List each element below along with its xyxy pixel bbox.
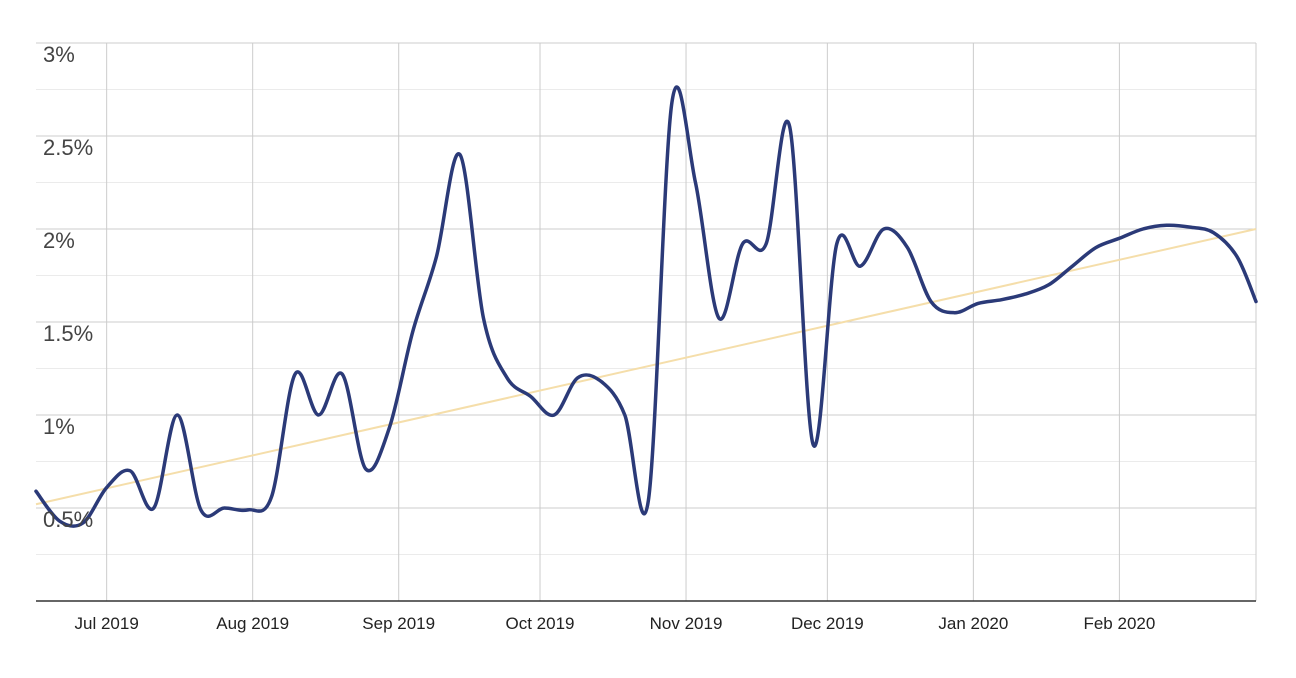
x-axis-tick-labels: Jul 2019 Aug 2019 Sep 2019 Oct 2019 Nov 2019…	[75, 614, 1156, 633]
trendline-layer	[35, 228, 1257, 506]
x-tick-label: Nov 2019	[650, 614, 723, 633]
x-tick-label: Oct 2019	[506, 614, 575, 633]
y-tick-label: 0.5%	[43, 507, 93, 532]
y-tick-label: 2.5%	[43, 135, 93, 160]
y-tick-label: 1.5%	[43, 321, 93, 346]
x-tick-label: Feb 2020	[1083, 614, 1155, 633]
grid-lines	[36, 42, 1257, 601]
x-tick-label: Jan 2020	[938, 614, 1008, 633]
series-line	[34, 85, 1258, 528]
x-tick-label: Aug 2019	[216, 614, 289, 633]
y-axis-tick-labels: 0.5% 1% 1.5% 2% 2.5% 3%	[43, 42, 93, 532]
x-tick-label: Sep 2019	[362, 614, 435, 633]
y-tick-label: 2%	[43, 228, 75, 253]
series-layer	[34, 85, 1258, 528]
x-tick-label: Dec 2019	[791, 614, 864, 633]
trendline	[35, 228, 1257, 506]
y-tick-label: 1%	[43, 414, 75, 439]
x-tick-label: Jul 2019	[75, 614, 139, 633]
y-tick-label: 3%	[43, 42, 75, 67]
